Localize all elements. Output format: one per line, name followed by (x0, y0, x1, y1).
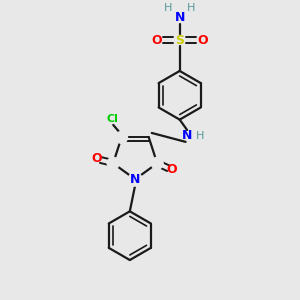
Text: S: S (175, 34, 184, 47)
Circle shape (151, 157, 163, 169)
Text: O: O (92, 152, 102, 165)
Text: N: N (182, 129, 192, 142)
Text: O: O (151, 34, 162, 47)
Circle shape (128, 172, 142, 186)
Text: H: H (164, 3, 172, 13)
Text: N: N (175, 11, 185, 24)
Text: H: H (187, 3, 195, 13)
Circle shape (116, 131, 128, 143)
Text: O: O (167, 163, 177, 176)
Text: O: O (197, 34, 208, 47)
Text: N: N (130, 173, 140, 186)
Circle shape (107, 157, 119, 169)
Text: Cl: Cl (107, 114, 118, 124)
Text: H: H (195, 131, 204, 141)
